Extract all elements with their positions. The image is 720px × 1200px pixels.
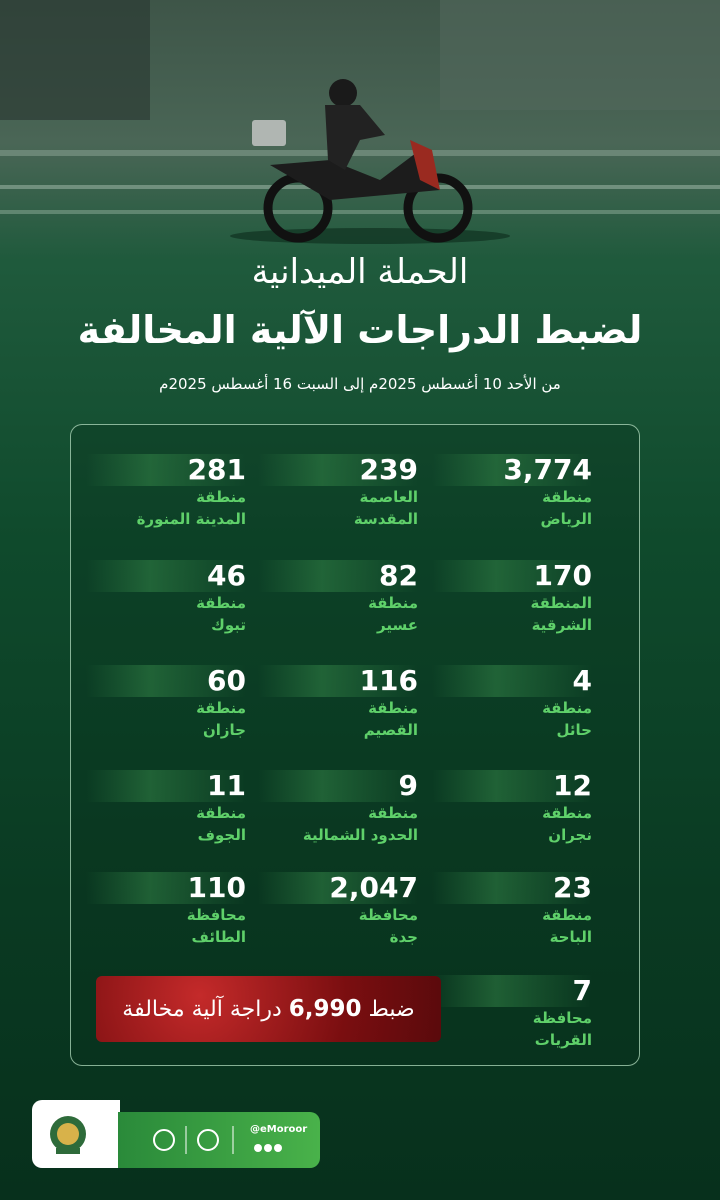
highlight-bar: [86, 454, 246, 486]
region-name: القريات: [534, 1031, 592, 1049]
highlight-bar: [258, 770, 418, 802]
region-count: 12: [553, 769, 592, 802]
region-name: منطقة: [368, 594, 418, 612]
highlight-bar: [86, 560, 246, 592]
region-cell: 3,774 منطقة الرياض: [422, 454, 592, 530]
highlight-bar: [432, 665, 592, 697]
highlight-bar: [258, 560, 418, 592]
region-name: الشرقية: [531, 616, 592, 634]
highlight-bar: [258, 454, 418, 486]
region-name: الباحة: [549, 928, 592, 946]
region-name: منطقة: [196, 594, 246, 612]
highlight-bar: [258, 872, 418, 904]
region-cell: 23 منطقة الباحة: [422, 872, 592, 948]
total-suffix: دراجة آلية مخالفة: [122, 996, 282, 1022]
region-cell: 60 منطقة جازان: [76, 665, 246, 741]
region-cell: 281 منطقة المدينة المنورة: [76, 454, 246, 530]
highlight-bar: [258, 665, 418, 697]
region-count: 82: [379, 559, 418, 592]
logo: [50, 1116, 86, 1154]
region-cell: 46 منطقة تبوك: [76, 560, 246, 636]
highlight-bar: [432, 770, 592, 802]
region-name: الحدود الشمالية: [302, 826, 418, 844]
highlight-bar: [86, 665, 246, 697]
region-cell: 2,047 محافظة جدة: [248, 872, 418, 948]
region-count: 2,047: [329, 871, 418, 904]
region-name: تبوك: [211, 616, 246, 634]
region-name: منطقة: [542, 488, 592, 506]
logo-tab: [32, 1100, 120, 1168]
region-count: 110: [187, 871, 246, 904]
date-range: من الأحد 10 أغسطس 2025م إلى السبت 16 أغس…: [159, 375, 561, 393]
region-count: 7: [572, 974, 592, 1007]
region-name: منطقة: [196, 699, 246, 717]
region-cell: 7 محافظة القريات: [422, 975, 592, 1051]
total-banner: ضبط 6,990 دراجة آلية مخالفة: [96, 976, 441, 1042]
region-count: 46: [207, 559, 246, 592]
region-cell: 116 منطقة القصيم: [248, 665, 418, 741]
highlight-bar: [432, 872, 592, 904]
highlight-bar: [432, 454, 592, 486]
stats-panel: [70, 424, 640, 1066]
region-cell: 82 منطقة عسير: [248, 560, 418, 636]
region-name: جازان: [202, 721, 246, 739]
highlight-bar: [432, 560, 592, 592]
region-name: العاصمة: [359, 488, 418, 506]
region-cell: 4 منطقة حائل: [422, 665, 592, 741]
title: الحملة الميدانية: [251, 252, 469, 292]
region-name: المنطقة: [530, 594, 592, 612]
total-count: 6,990: [288, 996, 362, 1022]
region-count: 281: [187, 453, 246, 486]
region-name: منطقة: [196, 488, 246, 506]
total-prefix: ضبط: [368, 996, 415, 1022]
footer-bar: [118, 1112, 320, 1168]
region-name: الطائف: [191, 928, 246, 946]
region-cell: 9 منطقة الحدود الشمالية: [248, 770, 418, 846]
region-cell: 11 منطقة الجوف: [76, 770, 246, 846]
region-name: القصيم: [363, 721, 418, 739]
region-name: منطقة: [542, 906, 592, 924]
region-cell: 12 منطقة نجران: [422, 770, 592, 846]
region-count: 4: [572, 664, 592, 697]
region-count: 60: [207, 664, 246, 697]
region-name: منطقة: [542, 804, 592, 822]
region-name: محافظة: [358, 906, 418, 924]
region-name: منطقة: [542, 699, 592, 717]
region-name: محافظة: [186, 906, 246, 924]
region-count: 11: [207, 769, 246, 802]
region-count: 9: [398, 769, 418, 802]
region-cell: 239 العاصمة المقدسة: [248, 454, 418, 530]
region-name: عسير: [377, 616, 418, 634]
region-name: الرياض: [540, 510, 592, 528]
background-photo: [0, 0, 720, 260]
region-name: نجران: [548, 826, 592, 844]
region-name: محافظة: [532, 1009, 592, 1027]
region-name: الجوف: [197, 826, 246, 844]
highlight-bar: [86, 770, 246, 802]
title: لضبط الدراجات الآلية المخالفة: [77, 308, 643, 352]
region-count: 170: [533, 559, 592, 592]
region-name: المقدسة: [353, 510, 418, 528]
highlight-bar: [432, 975, 592, 1007]
region-count: 239: [359, 453, 418, 486]
region-count: 116: [359, 664, 418, 697]
region-name: منطقة: [368, 699, 418, 717]
region-cell: 110 محافظة الطائف: [76, 872, 246, 948]
region-name: جدة: [389, 928, 418, 946]
highlight-bar: [86, 872, 246, 904]
region-name: حائل: [556, 721, 592, 739]
region-cell: 170 المنطقة الشرقية: [422, 560, 592, 636]
region-count: 23: [553, 871, 592, 904]
region-name: المدينة المنورة: [136, 510, 246, 528]
region-name: منطقة: [196, 804, 246, 822]
footer-icons: [153, 1126, 282, 1154]
social-handle: @eMoroor: [250, 1124, 308, 1135]
region-name: منطقة: [368, 804, 418, 822]
region-count: 3,774: [503, 453, 592, 486]
